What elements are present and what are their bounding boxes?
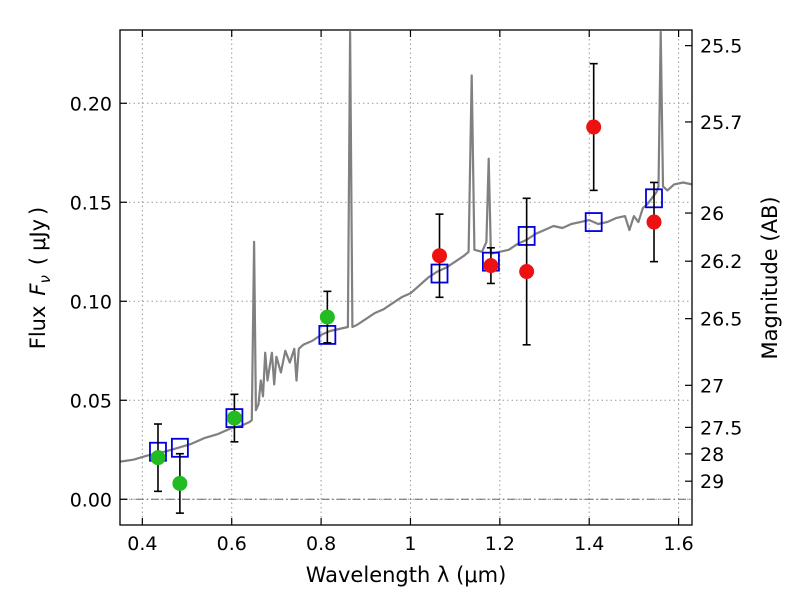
model-spectrum-line — [120, 30, 692, 463]
y-tick-label: 0.00 — [70, 489, 112, 511]
y-tick-label: 0.05 — [70, 390, 112, 412]
y-axis-label-close: ) — [26, 207, 50, 215]
y2-axis-label: Magnitude (AB) — [758, 196, 782, 359]
axes: 0.4 0.6 0.8 1 1.2 1.4 1.6 0.00 0.05 0.10 0.15 0.20 2… — [70, 30, 742, 555]
x-tick-label: 1 — [404, 533, 416, 555]
green-photometry-point — [226, 410, 242, 426]
grid — [120, 30, 692, 525]
x-tick-label: 1.4 — [574, 533, 604, 555]
y-axis-label-prefix: Flux — [26, 306, 50, 350]
green-photometry-point — [150, 450, 166, 466]
y-axis-label-unit: μJy — [26, 219, 50, 251]
x-axis-label: Wavelength λ (μm) — [306, 563, 507, 587]
y-tick-label: 0.15 — [70, 192, 112, 214]
x-tick-label: 1.2 — [485, 533, 515, 555]
plot-frame — [119, 29, 693, 526]
y-tick-label: 0.20 — [70, 93, 112, 115]
mag-tick-label: 25.5 — [700, 36, 742, 58]
mag-tick-label: 29 — [700, 471, 724, 493]
mag-tick-label: 26.2 — [700, 251, 742, 273]
x-tick-label: 0.6 — [217, 533, 247, 555]
model-box-marker — [584, 212, 603, 232]
x-tick-label: 1.6 — [663, 533, 693, 555]
x-tick-label: 0.8 — [306, 533, 336, 555]
y-axis-label: Flux Fν ( μJy) — [26, 207, 54, 350]
red-photometry-point — [646, 214, 662, 230]
red-photometry-point — [432, 248, 448, 264]
mag-tick-label: 26.5 — [700, 309, 742, 331]
red-photometry-point — [483, 258, 499, 274]
y-axis-label-subscript: ν — [36, 275, 54, 283]
mag-tick-label: 27.5 — [700, 417, 742, 439]
mag-tick-label: 25.7 — [700, 112, 742, 134]
y-axis-label-open: ( — [26, 257, 50, 265]
red-photometry-point — [519, 264, 535, 280]
y-axis-label-symbol: F — [26, 283, 50, 296]
x-tick-label: 0.4 — [127, 533, 157, 555]
green-photometry-point — [172, 475, 188, 491]
mag-tick-label: 26 — [700, 203, 724, 225]
green-photometry-point — [319, 309, 335, 325]
mag-tick-label: 28 — [700, 444, 724, 466]
mag-tick-label: 27 — [700, 375, 724, 397]
y-tick-label: 0.10 — [70, 291, 112, 313]
red-photometry-point — [586, 119, 602, 135]
plot-area — [120, 30, 692, 514]
